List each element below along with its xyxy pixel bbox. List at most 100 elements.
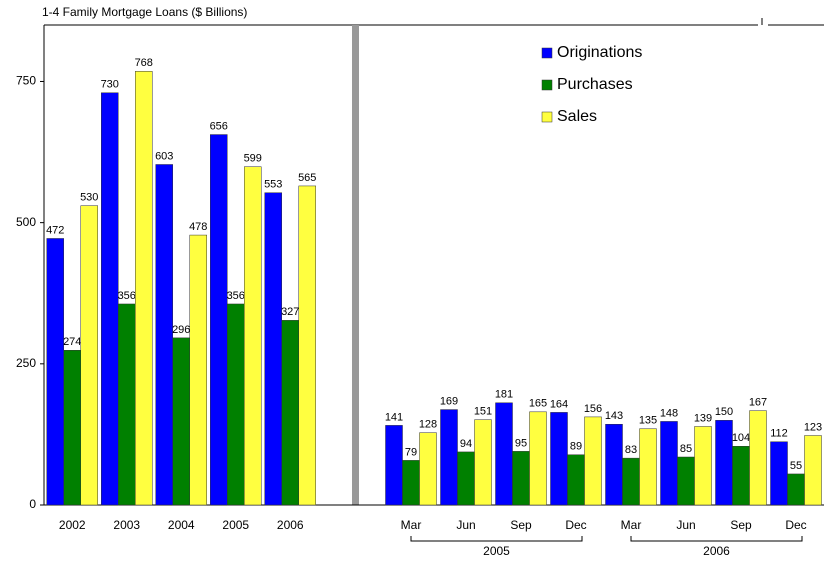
legend-swatch — [541, 47, 553, 59]
group-label: 2006 — [703, 544, 730, 558]
y-tick-label: 750 — [16, 74, 36, 88]
bar — [622, 457, 640, 506]
value-label: 150 — [715, 406, 733, 418]
bar — [101, 92, 119, 506]
value-label: 89 — [570, 441, 582, 453]
value-label: 181 — [495, 389, 513, 401]
legend-swatch — [541, 79, 553, 91]
value-label: 151 — [474, 406, 492, 418]
bar — [804, 435, 822, 506]
value-label: 148 — [660, 407, 678, 419]
x-tick-label: Jun — [676, 518, 695, 532]
y-tick-label: 0 — [29, 497, 36, 511]
value-label: 167 — [749, 397, 767, 409]
legend-label: Sales — [557, 108, 597, 125]
value-label: 95 — [515, 437, 527, 449]
value-label: 356 — [118, 290, 136, 302]
y-tick-label: 500 — [16, 215, 36, 229]
bar — [419, 432, 437, 506]
bar — [694, 426, 712, 506]
bar — [567, 454, 585, 506]
bar — [495, 402, 513, 506]
value-label: 274 — [63, 336, 81, 348]
x-tick-label: 2002 — [59, 518, 86, 532]
x-tick-label: Mar — [621, 518, 642, 532]
value-label: 327 — [281, 306, 299, 318]
value-label: 112 — [770, 428, 788, 440]
bar — [770, 441, 788, 506]
bar — [584, 416, 602, 506]
bar — [715, 420, 733, 506]
x-tick-label: Sep — [730, 518, 752, 532]
x-tick-label: Jun — [456, 518, 475, 532]
x-tick-label: 2005 — [222, 518, 249, 532]
value-label: 123 — [804, 421, 822, 433]
value-label: 603 — [155, 150, 173, 162]
bar — [457, 451, 475, 506]
bar — [155, 164, 173, 506]
group-label: 2005 — [483, 544, 510, 558]
bar — [210, 134, 228, 506]
bar — [281, 320, 299, 506]
value-label: 156 — [584, 403, 602, 415]
bar — [474, 419, 492, 506]
value-label: 478 — [189, 221, 207, 233]
value-label: 565 — [298, 172, 316, 184]
chart-title: 1-4 Family Mortgage Loans ($ Billions) — [42, 5, 247, 19]
value-label: 530 — [80, 192, 98, 204]
bar — [550, 412, 568, 506]
group-bracket — [630, 536, 803, 542]
bar — [298, 185, 316, 506]
value-label: 104 — [732, 432, 750, 444]
value-label: 135 — [639, 415, 657, 427]
value-label: 94 — [460, 438, 472, 450]
value-label: 85 — [680, 443, 692, 455]
bar — [639, 428, 657, 506]
group-bracket — [410, 536, 583, 542]
value-label: 79 — [405, 446, 417, 458]
value-label: 55 — [790, 460, 802, 472]
legend-label: Purchases — [557, 76, 633, 93]
bar — [63, 350, 81, 506]
bar — [172, 337, 190, 506]
bar — [660, 421, 678, 506]
x-tick-label: 2004 — [168, 518, 195, 532]
legend-swatch — [541, 111, 553, 123]
x-tick-label: Dec — [785, 518, 806, 532]
bar — [80, 205, 98, 506]
bar — [732, 446, 750, 506]
separator — [352, 25, 359, 505]
y-tick-label: 250 — [16, 356, 36, 370]
x-tick-label: Mar — [401, 518, 422, 532]
bar — [118, 303, 136, 506]
bar — [440, 409, 458, 506]
x-tick-label: Sep — [510, 518, 532, 532]
bar — [677, 456, 695, 506]
value-label: 768 — [135, 57, 153, 69]
value-label: 599 — [244, 153, 262, 165]
value-label: 143 — [605, 410, 623, 422]
x-tick-label: 2006 — [277, 518, 304, 532]
value-label: 83 — [625, 444, 637, 456]
value-label: 139 — [694, 412, 712, 424]
value-label: 141 — [385, 411, 403, 423]
bar — [402, 460, 420, 506]
x-tick-label: 2003 — [113, 518, 140, 532]
value-label: 128 — [419, 419, 437, 431]
value-label: 165 — [529, 398, 547, 410]
value-label: 730 — [101, 79, 119, 91]
bar — [605, 423, 623, 506]
value-label: 656 — [210, 120, 228, 132]
bar — [385, 425, 403, 506]
x-tick-label: Dec — [565, 518, 586, 532]
value-label: 296 — [172, 324, 190, 336]
value-label: 356 — [227, 290, 245, 302]
bar — [46, 238, 64, 506]
value-label: 164 — [550, 398, 568, 410]
legend-label: Originations — [557, 44, 642, 61]
bar — [749, 410, 767, 506]
value-label: 169 — [440, 395, 458, 407]
bar — [512, 451, 530, 506]
bar — [264, 192, 282, 506]
